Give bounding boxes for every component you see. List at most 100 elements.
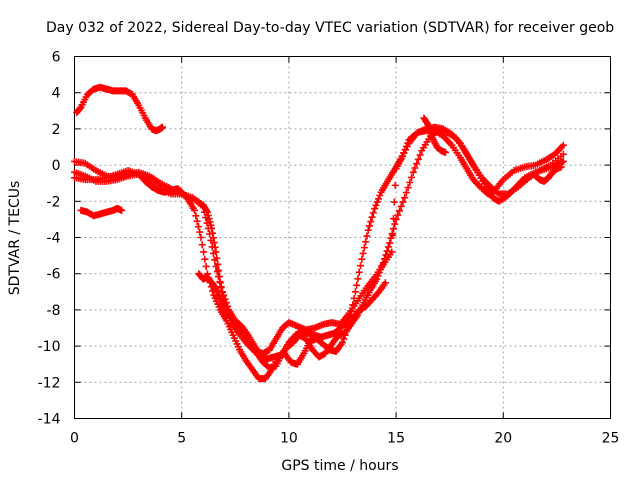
data-point [391, 181, 399, 189]
data-point [191, 206, 199, 214]
y-tick-label: -6 [47, 267, 61, 283]
data-point [382, 251, 390, 259]
data-point [200, 208, 208, 216]
data-point [215, 273, 223, 281]
data-point [213, 268, 221, 276]
data-point [354, 275, 362, 283]
data-point [362, 238, 370, 246]
x-tick-labels: 0 5 10 15 20 25 [70, 431, 619, 447]
data-point [350, 294, 358, 302]
data-point [406, 178, 414, 186]
data-point [349, 301, 357, 309]
data-point [386, 239, 394, 247]
x-axis-label: GPS time / hours [281, 458, 398, 474]
data-point [193, 217, 201, 225]
data-point [378, 262, 386, 270]
y-tick-label: -14 [38, 412, 61, 428]
data-point [399, 198, 407, 206]
data-point [408, 173, 416, 181]
data-point [339, 338, 346, 346]
data-point [374, 272, 382, 280]
data-point [381, 279, 389, 287]
data-point [371, 205, 379, 213]
data-point [379, 259, 387, 267]
chart-title: Day 032 of 2022, Sidereal Day-to-day VTE… [46, 20, 614, 36]
x-tick-label: 0 [70, 431, 79, 447]
series-arc-4 [71, 123, 567, 383]
data-point [359, 249, 367, 257]
data-point [392, 215, 400, 223]
data-point [401, 194, 409, 202]
y-tick-label: -2 [47, 194, 61, 210]
data-point [353, 281, 361, 289]
data-point [199, 203, 207, 211]
axis-ticks [74, 56, 611, 419]
data-point [369, 209, 377, 217]
data-point [202, 262, 210, 270]
series-arc-7 [420, 114, 449, 156]
grid [74, 56, 611, 419]
data-point [215, 266, 223, 274]
series-arc-3 [71, 127, 567, 357]
data-point [197, 234, 205, 241]
data-point [373, 198, 381, 206]
data-point [206, 230, 214, 238]
data-point [207, 236, 215, 244]
data-point [76, 104, 84, 112]
data-point [200, 248, 208, 256]
series-arc-8 [531, 163, 565, 185]
data-point [348, 307, 356, 315]
data-point [384, 243, 392, 251]
data-point [388, 248, 396, 256]
data-point [377, 265, 385, 273]
data-point [364, 226, 372, 234]
data-points [71, 83, 567, 383]
data-point [158, 123, 166, 131]
y-tick-label: -10 [38, 339, 61, 355]
data-point [559, 150, 567, 158]
data-point [390, 198, 398, 206]
data-point [194, 223, 202, 231]
series-arc-6 [195, 270, 389, 372]
y-tick-label: -8 [47, 303, 61, 319]
data-point [559, 141, 567, 149]
data-point [201, 255, 209, 263]
data-point [360, 244, 368, 252]
data-point [383, 247, 391, 255]
x-tick-label: 15 [387, 431, 405, 447]
data-point [368, 213, 376, 221]
data-point [404, 184, 412, 192]
data-point [208, 243, 216, 251]
data-point [387, 234, 395, 242]
data-point [402, 189, 410, 197]
data-point [358, 255, 366, 263]
data-point [118, 206, 126, 214]
y-tick-label: 2 [52, 122, 61, 138]
data-point [381, 255, 389, 263]
y-tick-label: -4 [47, 231, 61, 247]
data-point [423, 120, 431, 128]
data-point [375, 269, 383, 277]
data-point [397, 202, 405, 210]
data-point [375, 195, 383, 203]
y-tick-label: 0 [52, 158, 61, 174]
data-point [394, 211, 402, 219]
data-point [390, 225, 398, 233]
data-point [196, 228, 204, 236]
data-point [192, 212, 200, 220]
data-point [414, 155, 422, 163]
data-point [396, 207, 404, 215]
data-point [557, 163, 565, 171]
data-point [388, 230, 396, 238]
data-point [205, 215, 213, 223]
data-point [559, 157, 567, 165]
data-point [411, 164, 419, 172]
data-point [363, 232, 371, 240]
series-arc-1 [73, 83, 166, 135]
data-point [209, 249, 217, 257]
data-point [355, 268, 363, 276]
data-point [351, 288, 359, 296]
y-tick-label: 6 [52, 50, 61, 66]
data-point [202, 214, 210, 222]
